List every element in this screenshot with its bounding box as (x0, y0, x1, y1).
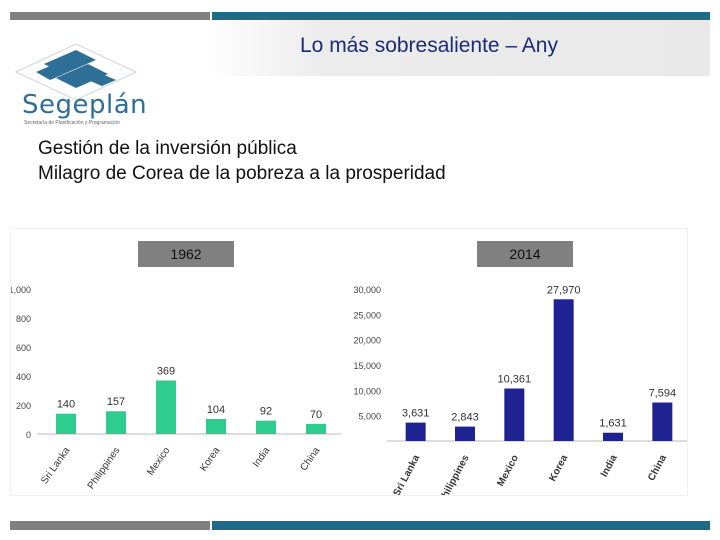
chart-1-title-box (477, 241, 573, 267)
gdp-charts: 1962 0 200 400 600 800 1,000 140 Sri Lanka 157 Phi… (11, 241, 687, 495)
chart-1-category-label: China (646, 453, 669, 483)
chart-1-bar (455, 426, 475, 441)
chart-1-bar (603, 432, 623, 441)
chart-0-data-label: 157 (107, 396, 125, 408)
top-bar-teal (212, 12, 710, 20)
chart-1-ytick-label: 25,000 (353, 310, 381, 320)
chart-0-category-label: Korea (198, 445, 223, 474)
chart-0-category-label: Philippines (86, 445, 123, 491)
chart-0-bar (256, 420, 276, 434)
chart-1-bar (652, 402, 673, 441)
chart-1-category-label: Mexico (495, 453, 521, 488)
logo-tagline: Secretaría de Planificación y Programaci… (24, 120, 120, 126)
chart-1-bar (504, 388, 525, 441)
chart-0-data-label: 140 (57, 399, 75, 411)
chart-1-ytick-label: 15,000 (353, 361, 381, 371)
chart-1-ytick-label: 20,000 (353, 336, 381, 346)
chart-0-data-label: 104 (207, 404, 225, 416)
chart-1-ytick-label: 5,000 (358, 412, 381, 422)
chart-0-category-label: Sri Lanka (39, 445, 72, 486)
chart-1-bar (405, 422, 426, 441)
chart-0-category-label: China (298, 445, 322, 473)
chart-1-ytick-label: 10,000 (353, 386, 381, 396)
chart-0-bar (106, 411, 126, 434)
bottom-bar-teal (212, 521, 710, 530)
chart-1-data-label: 3,631 (402, 408, 430, 420)
bottom-bar-grey (10, 521, 210, 530)
chart-1-ytick-label: 30,000 (353, 285, 381, 295)
chart-0-title-box (138, 241, 234, 267)
chart-0-data-label: 369 (157, 365, 175, 377)
chart-0-category-label: India (251, 445, 273, 469)
chart-0-ytick-label: 800 (16, 314, 31, 324)
chart-1-category-label: Philippines (437, 453, 472, 495)
segeplan-logo-icon (14, 43, 138, 101)
chart-0-ytick-label: 600 (16, 343, 31, 353)
chart-0-data-label: 70 (310, 409, 322, 421)
chart-1-category-label: Sri Lanka (391, 453, 422, 495)
chart-1-data-label: 10,361 (498, 374, 532, 386)
chart-0-bar (206, 418, 226, 434)
chart-0-ytick-label: 200 (16, 401, 31, 411)
chart-0-ytick-label: 0 (26, 430, 31, 440)
chart-0-data-label: 92 (260, 406, 272, 418)
chart-1-data-label: 2,843 (451, 412, 479, 424)
chart-1-data-label: 1,631 (599, 418, 627, 430)
chart-0-ytick-label: 1,000 (11, 285, 31, 295)
subtitle-line-1: Gestión de la inversión pública (38, 138, 297, 159)
chart-0-title: 1962 (170, 246, 201, 262)
top-bar-grey (10, 12, 210, 20)
chart-0-bar (56, 413, 76, 434)
chart-1-bar (553, 299, 574, 441)
page-title: Lo más sobresaliente – Any (300, 34, 558, 57)
chart-panel: 1962 0 200 400 600 800 1,000 140 Sri Lanka 157 Phi… (10, 228, 688, 496)
chart-1-category-label: Korea (547, 453, 570, 484)
chart-1-title: 2014 (509, 246, 540, 262)
chart-0-category-label: Mexico (145, 445, 172, 478)
header-band (10, 20, 710, 76)
chart-1-data-label: 27,970 (547, 284, 581, 296)
chart-0-ytick-label: 400 (16, 372, 31, 382)
chart-0-bar (156, 380, 176, 434)
chart-1-data-label: 7,594 (649, 388, 677, 400)
chart-0-bar (306, 423, 326, 434)
logo-name: Segeplán (22, 90, 148, 120)
chart-1-category-label: India (599, 453, 620, 479)
subtitle-line-2: Milagro de Corea de la pobreza a la pros… (38, 163, 446, 184)
